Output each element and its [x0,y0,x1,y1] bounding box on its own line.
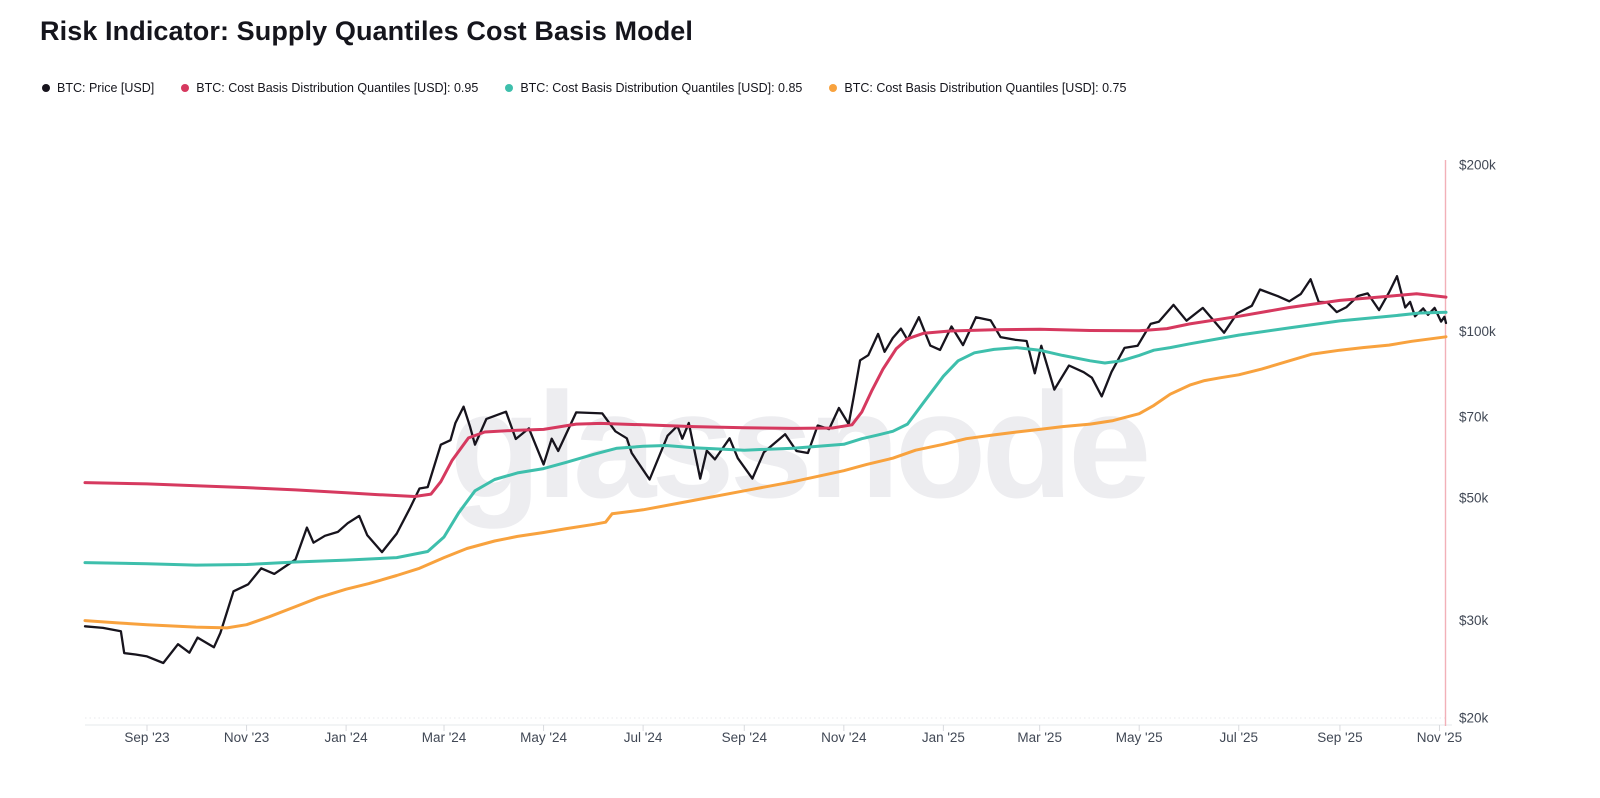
x-tick-label-10: May '25 [1116,730,1163,745]
legend-item-3[interactable]: BTC: Cost Basis Distribution Quantiles [… [829,81,1126,95]
legend-dot-icon [181,84,190,92]
legend-item-2[interactable]: BTC: Cost Basis Distribution Quantiles [… [505,81,802,95]
x-tick-label-11: Jul '25 [1219,730,1258,745]
x-tick-label-0: Sep '23 [124,730,169,745]
legend-dot-icon [829,84,838,92]
legend-label: BTC: Cost Basis Distribution Quantiles [… [196,81,479,95]
x-tick-label-3: Mar '24 [422,730,467,745]
x-tick-label-5: Jul '24 [624,730,663,745]
legend-dot-icon [42,84,50,92]
x-tick-label-6: Sep '24 [722,730,768,745]
chart-title: Risk Indicator: Supply Quantiles Cost Ba… [40,16,694,46]
legend-item-1[interactable]: BTC: Cost Basis Distribution Quantiles [… [181,81,478,95]
y-tick-label-5: $20k [1459,711,1489,726]
x-tick-label-2: Jan '24 [325,730,369,745]
series-line-2[interactable] [83,310,1448,567]
x-tick-label-9: Mar '25 [1017,730,1062,745]
y-tick-label-1: $100k [1459,324,1496,339]
series-line-3[interactable] [83,335,1448,630]
y-tick-label-4: $30k [1459,613,1489,628]
x-tick-label-7: Nov '24 [821,730,867,745]
legend-label: BTC: Price [USD] [57,81,155,95]
x-tick-label-1: Nov '23 [224,730,269,745]
legend: BTC: Price [USD] BTC: Cost Basis Distribu… [42,81,1126,95]
x-tick-label-12: Sep '25 [1317,730,1362,745]
series-line-0[interactable] [83,275,1448,665]
y-tick-label-3: $50k [1459,490,1489,505]
x-tick-label-4: May '24 [520,730,567,745]
legend-label: BTC: Cost Basis Distribution Quantiles [… [520,81,803,95]
y-tick-label-0: $200k [1459,158,1496,173]
y-tick-label-2: $70k [1459,410,1489,425]
series-line-1[interactable] [83,292,1448,498]
x-tick-label-8: Jan '25 [922,730,965,745]
x-tick-label-13: Nov '25 [1417,730,1462,745]
legend-dot-icon [505,84,514,92]
legend-label: BTC: Cost Basis Distribution Quantiles [… [844,81,1127,95]
watermark: glassnode [450,361,1147,529]
legend-item-0[interactable]: BTC: Price [USD] [42,81,154,95]
